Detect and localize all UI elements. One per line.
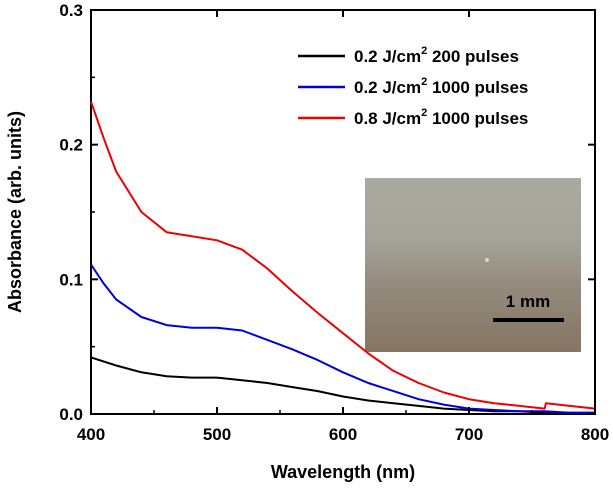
- y-tick-label: 0.0: [59, 405, 83, 424]
- legend-label-3: 0.8 J/cm2 1000 pulses: [354, 107, 528, 128]
- series-line-2: [90, 263, 595, 414]
- legend-label-2: 0.2 J/cm2 1000 pulses: [354, 76, 528, 97]
- x-tick-label: 400: [77, 425, 105, 444]
- scale-bar-label: 1 mm: [506, 292, 550, 311]
- y-axis-title: Absorbance (arb. units): [5, 111, 25, 313]
- x-axis-ticks: 400 500 600 700 800: [77, 10, 609, 444]
- series-line-1: [90, 356, 595, 414]
- y-tick-label: 0.2: [59, 136, 83, 155]
- series-line-3: [90, 101, 596, 410]
- y-axis-ticks: 0.0 0.1 0.2 0.3: [59, 1, 595, 424]
- inset-photo-image: [365, 178, 581, 352]
- x-axis-title: Wavelength (nm): [271, 462, 415, 482]
- y-tick-label: 0.3: [59, 1, 83, 20]
- x-tick-label: 800: [581, 425, 609, 444]
- legend-label-1: 0.2 J/cm2 200 pulses: [354, 45, 519, 66]
- x-tick-label: 600: [329, 425, 357, 444]
- inset-photo: 1 mm: [365, 178, 581, 352]
- series-layer: [90, 101, 596, 414]
- legend: 0.2 J/cm2 200 pulses 0.2 J/cm2 1000 pulse…: [298, 45, 528, 128]
- x-tick-label: 700: [455, 425, 483, 444]
- y-tick-label: 0.1: [59, 270, 83, 289]
- inset-photo-speck: [485, 258, 489, 262]
- x-tick-label: 500: [203, 425, 231, 444]
